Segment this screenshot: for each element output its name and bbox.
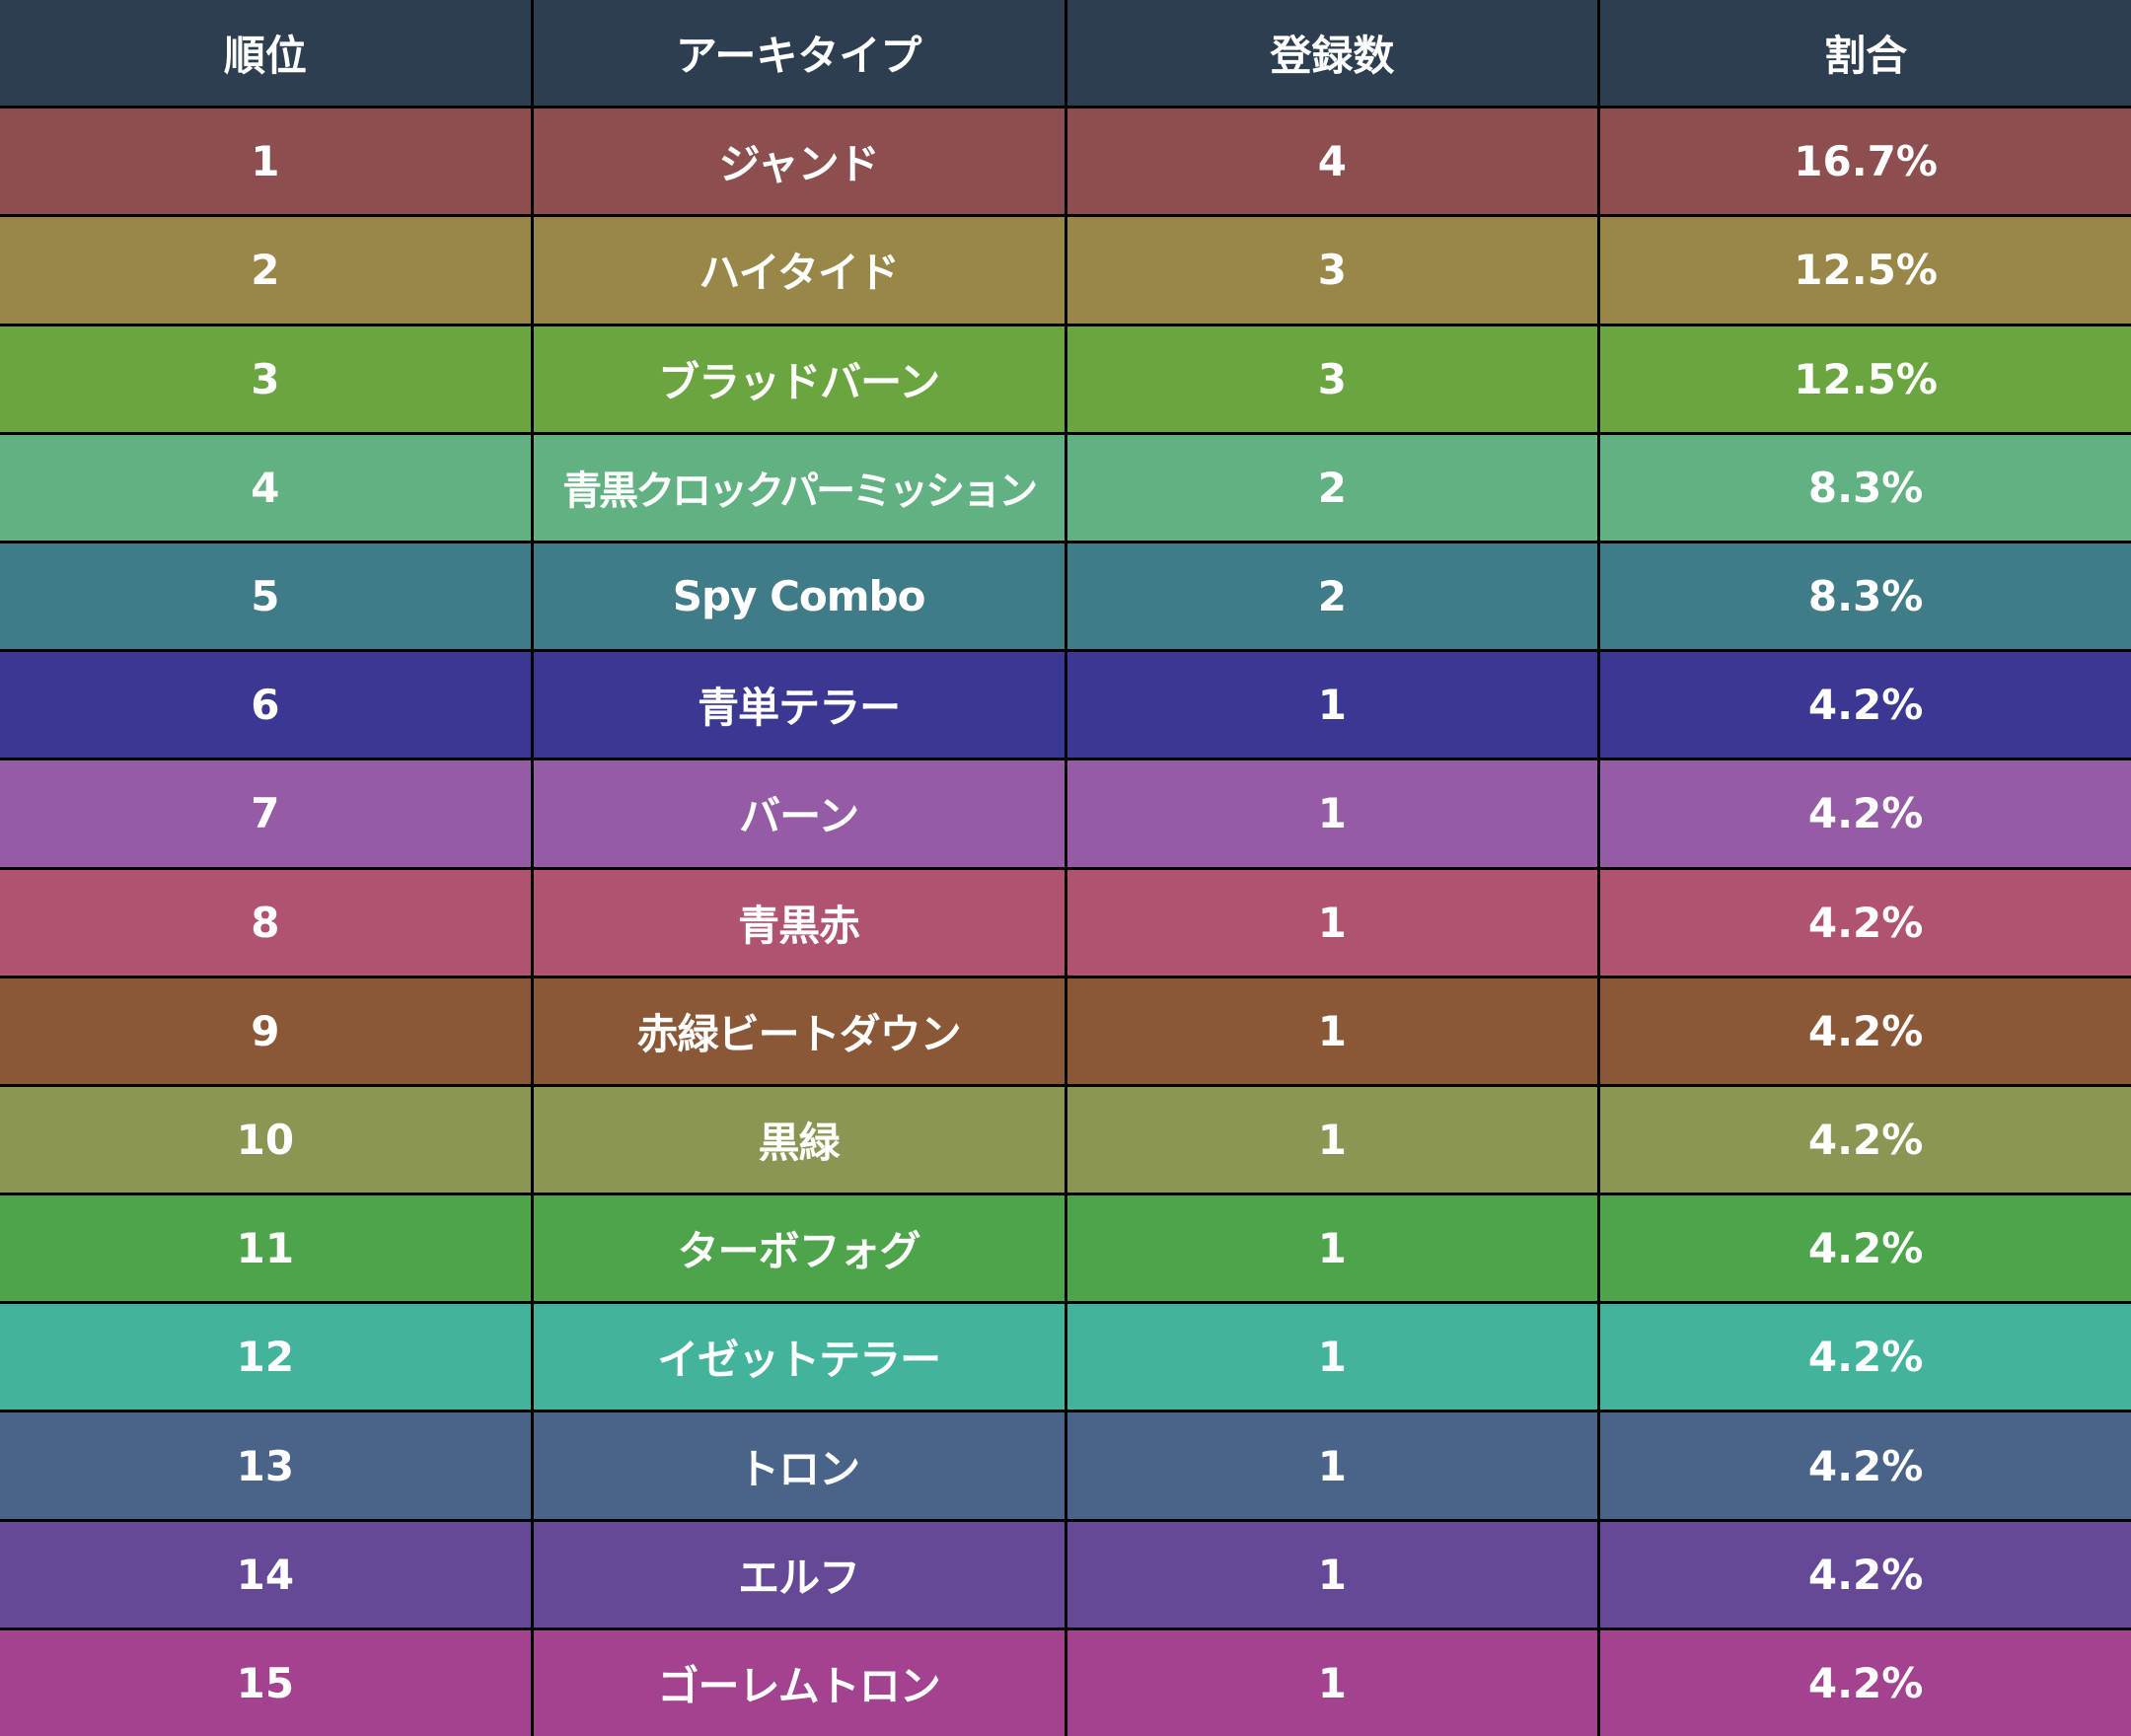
share-cell: 12.5% bbox=[1600, 217, 2131, 324]
count-cell: 3 bbox=[1066, 326, 1598, 432]
count-cell: 1 bbox=[1066, 652, 1598, 759]
rank-cell: 1 bbox=[0, 108, 531, 215]
share-cell: 4.2% bbox=[1600, 1195, 2131, 1302]
table-row: 15 ゴーレムトロン 1 4.2% bbox=[0, 1629, 2131, 1736]
rank-cell: 5 bbox=[0, 542, 531, 650]
share-cell: 8.3% bbox=[1600, 542, 2131, 650]
rank-cell: 11 bbox=[0, 1195, 531, 1302]
table-header: 順位 アーキタイプ 登録数 割合 bbox=[0, 0, 2131, 107]
share-cell: 12.5% bbox=[1600, 326, 2131, 432]
rank-cell: 3 bbox=[0, 326, 531, 432]
archetype-cell: 青単テラー bbox=[533, 652, 1065, 759]
count-cell: 1 bbox=[1066, 1521, 1598, 1628]
count-cell: 1 bbox=[1066, 1195, 1598, 1302]
count-cell: 4 bbox=[1066, 108, 1598, 215]
archetype-cell: ターボフォグ bbox=[533, 1195, 1065, 1302]
archetype-cell: Spy Combo bbox=[533, 542, 1065, 650]
share-cell: 4.2% bbox=[1600, 1629, 2131, 1736]
rank-cell: 13 bbox=[0, 1412, 531, 1519]
count-cell: 3 bbox=[1066, 217, 1598, 324]
table-row: 13 トロン 1 4.2% bbox=[0, 1412, 2131, 1519]
count-cell: 1 bbox=[1066, 760, 1598, 867]
rank-cell: 12 bbox=[0, 1304, 531, 1410]
archetype-cell: 青黒赤 bbox=[533, 869, 1065, 976]
table-row: 9 赤緑ビートダウン 1 4.2% bbox=[0, 977, 2131, 1084]
archetype-cell: ブラッドバーン bbox=[533, 326, 1065, 432]
rank-cell: 4 bbox=[0, 434, 531, 541]
header-share: 割合 bbox=[1600, 0, 2131, 107]
count-cell: 2 bbox=[1066, 542, 1598, 650]
table-row: 5 Spy Combo 2 8.3% bbox=[0, 542, 2131, 650]
rank-cell: 7 bbox=[0, 760, 531, 867]
share-cell: 4.2% bbox=[1600, 977, 2131, 1084]
share-cell: 4.2% bbox=[1600, 1304, 2131, 1410]
count-cell: 1 bbox=[1066, 1412, 1598, 1519]
archetype-cell: 赤緑ビートダウン bbox=[533, 977, 1065, 1084]
table-row: 6 青単テラー 1 4.2% bbox=[0, 652, 2131, 759]
table-row: 14 エルフ 1 4.2% bbox=[0, 1521, 2131, 1628]
share-cell: 4.2% bbox=[1600, 1086, 2131, 1194]
table-row: 10 黒緑 1 4.2% bbox=[0, 1086, 2131, 1194]
rank-cell: 15 bbox=[0, 1629, 531, 1736]
archetype-cell: ゴーレムトロン bbox=[533, 1629, 1065, 1736]
header-count: 登録数 bbox=[1066, 0, 1598, 107]
archetype-cell: イゼットテラー bbox=[533, 1304, 1065, 1410]
archetype-cell: ハイタイド bbox=[533, 217, 1065, 324]
archetype-cell: トロン bbox=[533, 1412, 1065, 1519]
archetype-cell: 青黒クロックパーミッション bbox=[533, 434, 1065, 541]
count-cell: 1 bbox=[1066, 1304, 1598, 1410]
rank-cell: 2 bbox=[0, 217, 531, 324]
count-cell: 1 bbox=[1066, 1086, 1598, 1194]
share-cell: 16.7% bbox=[1600, 108, 2131, 215]
table-row: 11 ターボフォグ 1 4.2% bbox=[0, 1195, 2131, 1302]
count-cell: 1 bbox=[1066, 1629, 1598, 1736]
share-cell: 4.2% bbox=[1600, 1412, 2131, 1519]
rank-cell: 9 bbox=[0, 977, 531, 1084]
rank-cell: 14 bbox=[0, 1521, 531, 1628]
header-archetype: アーキタイプ bbox=[533, 0, 1065, 107]
count-cell: 2 bbox=[1066, 434, 1598, 541]
share-cell: 8.3% bbox=[1600, 434, 2131, 541]
archetype-cell: 黒緑 bbox=[533, 1086, 1065, 1194]
archetype-cell: ジャンド bbox=[533, 108, 1065, 215]
share-cell: 4.2% bbox=[1600, 652, 2131, 759]
rank-cell: 8 bbox=[0, 869, 531, 976]
share-cell: 4.2% bbox=[1600, 869, 2131, 976]
table-row: 1 ジャンド 4 16.7% bbox=[0, 108, 2131, 215]
count-cell: 1 bbox=[1066, 977, 1598, 1084]
rank-cell: 10 bbox=[0, 1086, 531, 1194]
table-row: 4 青黒クロックパーミッション 2 8.3% bbox=[0, 434, 2131, 541]
table-row: 12 イゼットテラー 1 4.2% bbox=[0, 1304, 2131, 1410]
table-row: 3 ブラッドバーン 3 12.5% bbox=[0, 326, 2131, 432]
rank-cell: 6 bbox=[0, 652, 531, 759]
count-cell: 1 bbox=[1066, 869, 1598, 976]
table-row: 7 バーン 1 4.2% bbox=[0, 760, 2131, 867]
archetype-cell: バーン bbox=[533, 760, 1065, 867]
table-row: 8 青黒赤 1 4.2% bbox=[0, 869, 2131, 976]
share-cell: 4.2% bbox=[1600, 1521, 2131, 1628]
share-cell: 4.2% bbox=[1600, 760, 2131, 867]
header-rank: 順位 bbox=[0, 0, 531, 107]
table-row: 2 ハイタイド 3 12.5% bbox=[0, 217, 2131, 324]
archetype-cell: エルフ bbox=[533, 1521, 1065, 1628]
